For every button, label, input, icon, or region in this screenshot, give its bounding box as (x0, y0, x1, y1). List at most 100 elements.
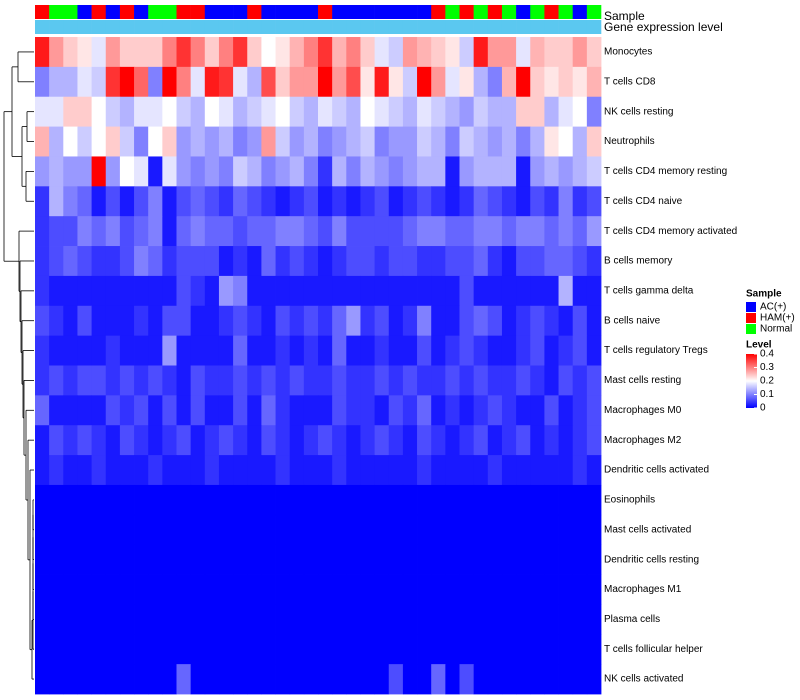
row-label: Macrophages M1 (604, 584, 682, 595)
heatmap-cell (233, 96, 248, 127)
heatmap-cell (204, 514, 220, 546)
heatmap-cell (35, 544, 50, 575)
heatmap-cell (445, 66, 460, 98)
heatmap-cell (318, 275, 333, 307)
heatmap-cell (501, 66, 517, 98)
heatmap-cell (417, 156, 432, 187)
heatmap-cell (459, 96, 475, 127)
heatmap-cell (487, 425, 503, 456)
heatmap-cell (431, 544, 446, 575)
heatmap-cell (91, 66, 107, 98)
heatmap-cell (148, 216, 163, 247)
gene-expression-annotation-cell (176, 20, 191, 34)
heatmap-cell (275, 425, 291, 456)
heatmap-cell (218, 305, 234, 337)
heatmap-cell (572, 305, 588, 337)
heatmap-cell (190, 186, 206, 217)
heatmap-cell (119, 96, 135, 127)
heatmap-cell (445, 335, 460, 366)
gene-expression-track-label: Gene expression level (604, 20, 723, 34)
heatmap-cell (318, 66, 333, 98)
heatmap-cell (77, 604, 92, 635)
heatmap-cell (516, 96, 531, 127)
heatmap-cell (303, 514, 319, 546)
heatmap-cell (261, 186, 276, 217)
heatmap-cell (176, 604, 192, 635)
heatmap-cell (572, 66, 588, 98)
heatmap-cell (445, 216, 460, 247)
heatmap-cell (77, 126, 92, 157)
heatmap-cell (148, 335, 163, 366)
heatmap-cell (318, 186, 333, 217)
heatmap-cell (388, 186, 404, 217)
heatmap-cell (247, 275, 262, 307)
heatmap-cell (402, 664, 418, 695)
heatmap-cell (445, 37, 460, 68)
heatmap-cell (275, 216, 291, 247)
heatmap-cell (176, 216, 192, 247)
heatmap-cell (346, 484, 361, 516)
heatmap-cell (530, 126, 545, 157)
heatmap-cell (374, 455, 390, 486)
heatmap-cell (233, 66, 248, 98)
heatmap-cell (77, 514, 92, 546)
heatmap-cell (247, 544, 262, 575)
heatmap-cell (247, 604, 262, 635)
heatmap-cell (459, 275, 475, 307)
heatmap-cell (49, 365, 64, 396)
heatmap-cell (431, 365, 446, 396)
heatmap-cell (233, 305, 248, 337)
row-dendrogram (3, 51, 34, 680)
heatmap-cell (388, 246, 404, 277)
sample-annotation-cell (204, 5, 220, 19)
heatmap-cell (204, 455, 220, 486)
heatmap-cell (431, 156, 446, 187)
heatmap-cell (501, 335, 517, 366)
heatmap-cell (431, 246, 446, 277)
gene-expression-annotation-cell (204, 20, 220, 34)
heatmap-cell (374, 514, 390, 546)
heatmap-cell (49, 574, 64, 605)
heatmap-cell (431, 484, 446, 516)
heatmap-cell (487, 544, 503, 575)
heatmap-cell (275, 514, 291, 546)
heatmap-cell (162, 186, 177, 217)
heatmap-cell (162, 514, 177, 546)
heatmap-cell (431, 425, 446, 456)
heatmap-cell (176, 37, 192, 68)
heatmap-cell (91, 604, 107, 635)
heatmap-cell (77, 156, 92, 187)
heatmap-cell (417, 634, 432, 665)
heatmap-cell (586, 604, 602, 635)
heatmap-cell (303, 156, 319, 187)
heatmap-cell (332, 514, 347, 546)
heatmap-cell (487, 246, 503, 277)
heatmap-cell (572, 664, 588, 695)
heatmap-cell (49, 66, 64, 98)
heatmap-cell (190, 604, 206, 635)
heatmap-cell (473, 246, 489, 277)
heatmap-cell (63, 514, 78, 546)
heatmap-cell (473, 275, 489, 307)
heatmap-cell (501, 186, 517, 217)
heatmap-cell (445, 425, 460, 456)
heatmap-cell (233, 275, 248, 307)
heatmap-cell (261, 664, 276, 695)
heatmap-cell (63, 604, 78, 635)
heatmap-cell (218, 335, 234, 366)
heatmap-cell (487, 634, 503, 665)
heatmap-cell (530, 664, 545, 695)
row-labels: Monocytes T cells CD8 NK cells resting Neut… (604, 47, 737, 685)
heatmap-cell (289, 66, 305, 98)
heatmap-cell (63, 425, 78, 456)
heatmap-cell (105, 216, 121, 247)
heatmap-cell (218, 365, 234, 396)
heatmap-cell (374, 604, 390, 635)
heatmap-cell (459, 37, 475, 68)
gene-expression-annotation-cell (374, 20, 390, 34)
heatmap-cell (233, 395, 248, 426)
heatmap-cell (35, 604, 50, 635)
sample-annotation-cell (105, 5, 121, 19)
heatmap-cell (445, 634, 460, 665)
